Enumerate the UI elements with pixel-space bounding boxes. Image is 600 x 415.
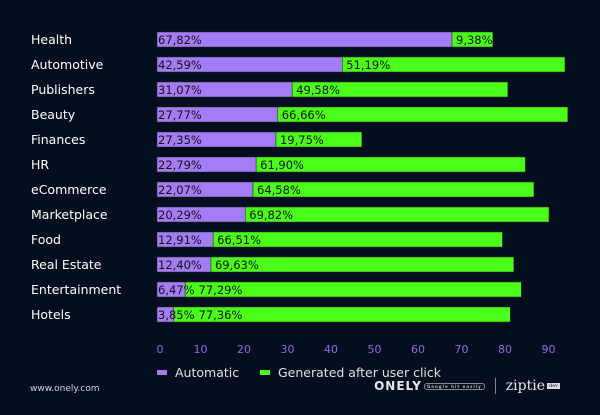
footer-url[interactable]: www.onely.com bbox=[30, 384, 100, 394]
x-tick-label: 60 bbox=[411, 343, 425, 356]
bar-user-click bbox=[210, 256, 515, 273]
data-label: 9,38% bbox=[456, 33, 493, 47]
ziptie-logo: ziptie dev bbox=[505, 378, 560, 394]
x-tick-label: 30 bbox=[281, 343, 295, 356]
x-tick-label: 10 bbox=[194, 343, 208, 356]
x-tick-label: 0 bbox=[157, 343, 164, 356]
x-tick-label: 40 bbox=[324, 343, 338, 356]
category-label: Beauty bbox=[31, 107, 76, 122]
legend-label: Generated after user click bbox=[278, 365, 442, 380]
data-label: 77,29% bbox=[199, 283, 243, 297]
bar-user-click bbox=[277, 106, 569, 123]
logo-divider bbox=[494, 378, 496, 394]
x-tick-label: 70 bbox=[455, 343, 469, 356]
category-label: Real Estate bbox=[31, 257, 102, 272]
data-label: 42,59% bbox=[158, 58, 202, 72]
data-label: 49,58% bbox=[296, 83, 340, 97]
bar-user-click bbox=[173, 306, 511, 323]
bar-user-click bbox=[275, 131, 363, 148]
data-label: 67,82% bbox=[158, 33, 202, 47]
x-tick-label: 90 bbox=[542, 343, 556, 356]
footer-logos: ONELY Google hit easily ziptie dev bbox=[374, 378, 560, 394]
onely-logo: ONELY Google hit easily bbox=[374, 379, 485, 393]
bar-user-click bbox=[245, 206, 550, 223]
data-label: 27,77% bbox=[158, 108, 202, 122]
data-label: 27,35% bbox=[158, 133, 202, 147]
bar-user-click bbox=[252, 181, 535, 198]
data-label: 51,19% bbox=[346, 58, 390, 72]
category-label: Marketplace bbox=[31, 207, 108, 222]
x-tick-label: 80 bbox=[498, 343, 512, 356]
category-label: Publishers bbox=[31, 82, 95, 97]
category-label: Food bbox=[31, 232, 61, 247]
category-label: Automotive bbox=[31, 57, 104, 72]
category-label: HR bbox=[31, 157, 49, 172]
legend-swatch bbox=[260, 370, 270, 375]
data-label: 64,58% bbox=[257, 183, 301, 197]
x-tick-label: 50 bbox=[368, 343, 382, 356]
data-label: 22,79% bbox=[158, 158, 202, 172]
data-label: 12,40% bbox=[158, 258, 202, 272]
category-label: Hotels bbox=[31, 307, 71, 322]
bar-user-click bbox=[212, 231, 503, 248]
data-label: 12,91% bbox=[158, 233, 202, 247]
bar-user-click bbox=[255, 156, 526, 173]
data-label: 22,07% bbox=[158, 183, 202, 197]
data-label: 19,75% bbox=[280, 133, 324, 147]
legend-swatch bbox=[157, 370, 167, 375]
data-label: 31,07% bbox=[158, 83, 202, 97]
bar-user-click bbox=[184, 281, 522, 298]
data-label: 66,51% bbox=[217, 233, 261, 247]
bar-user-click bbox=[451, 31, 494, 48]
bar-user-click bbox=[342, 56, 566, 73]
data-label: 66,66% bbox=[282, 108, 326, 122]
category-label: eCommerce bbox=[31, 182, 107, 197]
data-label: 77,36% bbox=[199, 308, 243, 322]
category-label: Finances bbox=[31, 132, 85, 147]
data-label: 6,47% bbox=[158, 283, 195, 297]
category-label: Entertainment bbox=[31, 282, 121, 297]
bar-user-click bbox=[291, 81, 509, 98]
data-label: 3,85% bbox=[158, 308, 195, 322]
data-label: 20,29% bbox=[158, 208, 202, 222]
category-label: Health bbox=[31, 32, 72, 47]
data-label: 69,82% bbox=[249, 208, 293, 222]
data-label: 61,90% bbox=[260, 158, 304, 172]
data-label: 69,63% bbox=[215, 258, 259, 272]
legend-label: Automatic bbox=[175, 365, 239, 380]
x-tick-label: 20 bbox=[237, 343, 251, 356]
